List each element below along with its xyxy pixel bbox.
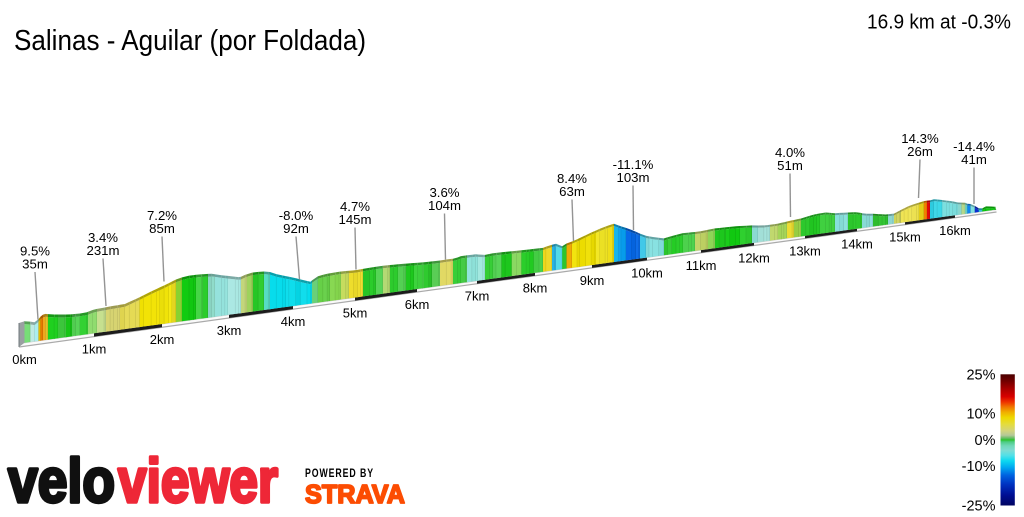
svg-text:0%: 0% (975, 433, 996, 449)
svg-text:16km: 16km (939, 223, 971, 238)
svg-text:10%: 10% (966, 407, 995, 423)
svg-text:viewer: viewer (118, 447, 278, 512)
svg-text:4km: 4km (281, 314, 306, 329)
svg-text:9.5%: 9.5% (20, 244, 50, 259)
svg-text:15km: 15km (889, 230, 921, 245)
svg-text:0km: 0km (12, 352, 37, 367)
svg-text:41m: 41m (961, 152, 987, 167)
svg-text:11km: 11km (686, 258, 717, 273)
svg-text:16.9 km at -0.3%: 16.9 km at -0.3% (867, 12, 1011, 34)
svg-text:26m: 26m (907, 144, 933, 159)
svg-text:145m: 145m (339, 212, 372, 227)
svg-text:POWERED BY: POWERED BY (305, 468, 374, 480)
svg-text:3.4%: 3.4% (88, 230, 118, 245)
svg-text:3.6%: 3.6% (429, 185, 459, 200)
svg-text:85m: 85m (149, 221, 175, 236)
svg-text:3km: 3km (217, 323, 242, 338)
svg-text:-8.0%: -8.0% (279, 208, 314, 223)
svg-text:6km: 6km (405, 297, 430, 312)
svg-text:35m: 35m (22, 257, 48, 272)
svg-text:14km: 14km (841, 236, 873, 251)
svg-text:-10%: -10% (962, 459, 996, 475)
svg-text:-25%: -25% (962, 499, 996, 513)
svg-text:7.2%: 7.2% (147, 208, 177, 223)
svg-text:Salinas - Aguilar (por Foldada: Salinas - Aguilar (por Foldada) (14, 25, 366, 57)
svg-text:51m: 51m (777, 158, 803, 173)
svg-text:2km: 2km (150, 332, 175, 347)
svg-text:10km: 10km (631, 265, 663, 280)
svg-text:104m: 104m (428, 198, 461, 213)
svg-text:9km: 9km (580, 273, 605, 288)
svg-text:63m: 63m (559, 184, 585, 199)
svg-text:12km: 12km (738, 251, 770, 266)
svg-text:13km: 13km (789, 244, 821, 259)
svg-text:103m: 103m (617, 170, 650, 185)
svg-text:-14.4%: -14.4% (953, 139, 995, 154)
svg-text:velo: velo (8, 447, 115, 512)
svg-text:5km: 5km (343, 306, 368, 321)
svg-text:25%: 25% (966, 367, 995, 383)
svg-text:4.0%: 4.0% (775, 145, 805, 160)
svg-text:231m: 231m (87, 243, 120, 258)
svg-text:8.4%: 8.4% (557, 171, 587, 186)
svg-text:14.3%: 14.3% (901, 131, 939, 146)
svg-text:4.7%: 4.7% (340, 199, 370, 214)
svg-text:7km: 7km (465, 289, 490, 304)
svg-text:-11.1%: -11.1% (613, 157, 654, 172)
svg-text:STRAVA: STRAVA (305, 479, 405, 509)
svg-text:92m: 92m (283, 221, 309, 236)
svg-text:1km: 1km (82, 342, 107, 357)
svg-text:8km: 8km (523, 281, 548, 296)
